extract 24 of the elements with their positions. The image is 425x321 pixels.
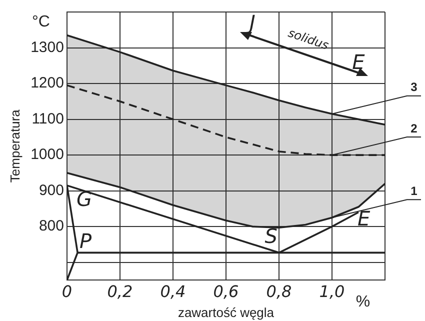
y-axis-title: Temperatura [7,108,22,183]
annotation: E [357,206,370,230]
text: 2 [410,121,418,136]
text: °C [32,13,50,30]
annotation: S [264,224,278,248]
text: % [356,294,370,311]
y-tick-label: 1000 [30,146,64,164]
annotation: P [79,229,92,254]
annotation: E [352,50,366,74]
x-tick-label: 0,2 [107,282,133,301]
y-tick-label: 1200 [30,74,64,92]
y-tick-label: 1100 [32,110,64,128]
y-tick-label: 800 [38,218,64,235]
annotation: solidus [286,26,330,52]
x-tick-label: 0 [62,282,72,301]
text: 1 [410,184,418,198]
x-tick-label: 0,4 [160,282,186,301]
x-axis-title: zawartość węgla [178,304,275,320]
x-tick-label: 1,0 [319,282,345,301]
y-tick-label: 1300 [30,38,64,56]
x-tick-label: 0,6 [213,282,239,301]
x-tick-label: 0,8 [266,282,292,301]
y-tick-label: 900 [38,182,64,199]
text: 3 [410,80,418,94]
